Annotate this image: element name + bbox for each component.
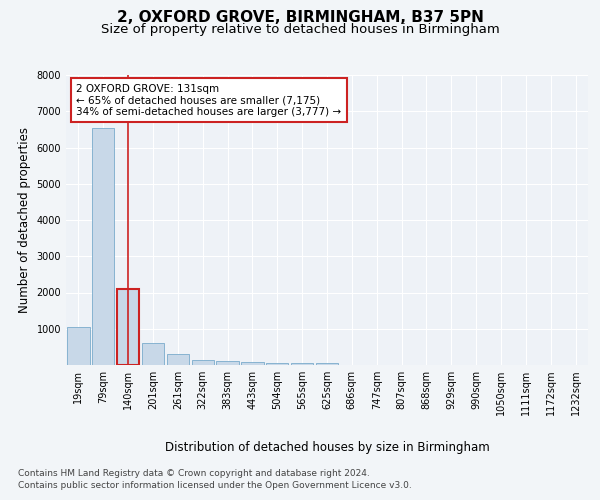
Bar <box>191 360 214 365</box>
Text: 2 OXFORD GROVE: 131sqm
← 65% of detached houses are smaller (7,175)
34% of semi-: 2 OXFORD GROVE: 131sqm ← 65% of detached… <box>76 84 341 117</box>
Bar <box>167 354 189 365</box>
Text: Distribution of detached houses by size in Birmingham: Distribution of detached houses by size … <box>164 441 490 454</box>
Bar <box>241 362 263 365</box>
Y-axis label: Number of detached properties: Number of detached properties <box>18 127 31 313</box>
Text: 2, OXFORD GROVE, BIRMINGHAM, B37 5PN: 2, OXFORD GROVE, BIRMINGHAM, B37 5PN <box>116 10 484 25</box>
Bar <box>117 289 139 365</box>
Bar <box>291 363 313 365</box>
Bar <box>142 342 164 365</box>
Bar <box>217 362 239 365</box>
Text: Size of property relative to detached houses in Birmingham: Size of property relative to detached ho… <box>101 24 499 36</box>
Bar <box>67 327 89 365</box>
Text: Contains HM Land Registry data © Crown copyright and database right 2024.: Contains HM Land Registry data © Crown c… <box>18 470 370 478</box>
Bar <box>92 128 115 365</box>
Bar <box>316 363 338 365</box>
Bar <box>266 363 289 365</box>
Text: Contains public sector information licensed under the Open Government Licence v3: Contains public sector information licen… <box>18 480 412 490</box>
